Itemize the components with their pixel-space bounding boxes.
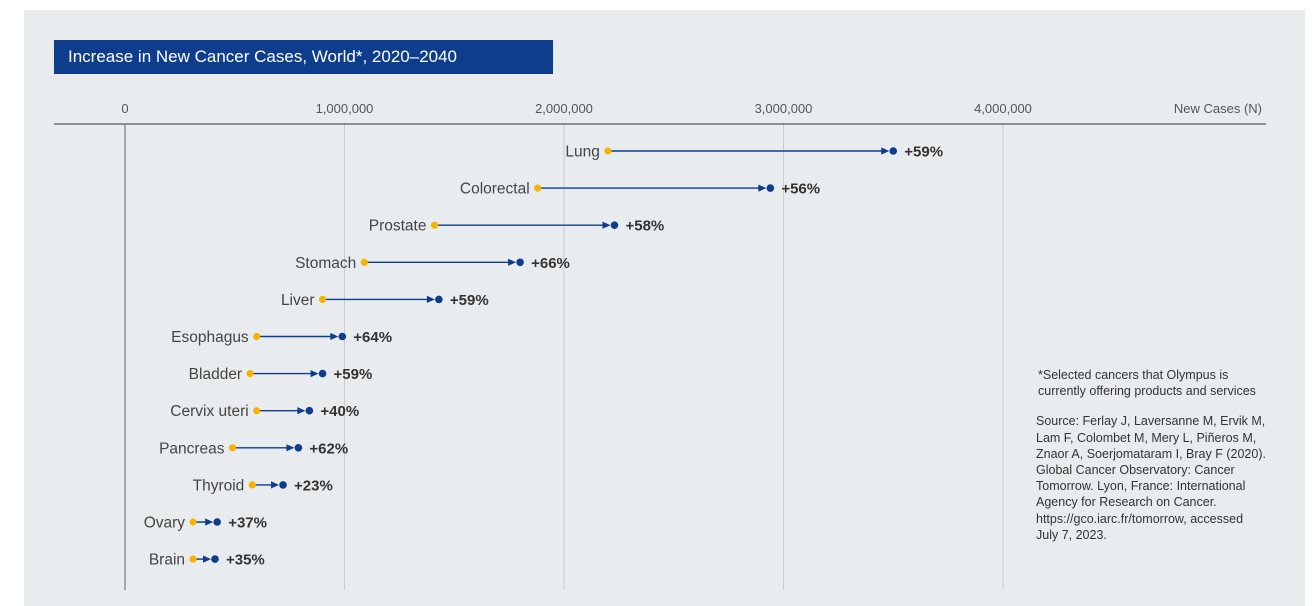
x-tick-label: 4,000,000	[974, 101, 1032, 116]
row-esophagus: Esophagus +64%	[171, 329, 392, 346]
row-cervix-uteri: Cervix uteri +40%	[170, 403, 359, 420]
start-point	[318, 295, 327, 303]
end-point	[610, 221, 619, 229]
data-rows: Lung +59% Colorectal +56% Prostate +58% Stomac…	[144, 144, 943, 569]
source-citation: Source: Ferlay J, Laversanne M, Ervik M,…	[1036, 414, 1266, 542]
end-point	[279, 481, 287, 489]
row-colorectal: Colorectal +56%	[460, 181, 820, 198]
end-point	[211, 555, 219, 563]
row-pancreas: Pancreas +62%	[159, 440, 348, 457]
start-point	[228, 444, 237, 452]
percent-label: +56%	[781, 181, 820, 198]
end-point	[338, 332, 347, 341]
end-point	[213, 518, 221, 526]
end-point	[305, 406, 314, 415]
end-point	[294, 444, 303, 452]
row-thyroid: Thyroid +23%	[193, 477, 333, 494]
arrow-head	[602, 221, 611, 229]
x-tick-label: 3,000,000	[755, 101, 813, 116]
arrow-head	[271, 481, 280, 489]
percent-label: +23%	[294, 477, 333, 494]
percent-label: +59%	[450, 292, 489, 309]
notes-block: *Selected cancers that Olympus is curren…	[1036, 367, 1268, 543]
end-point	[435, 295, 443, 304]
category-label: Thyroid	[193, 477, 245, 494]
chart-title: Increase in New Cancer Cases, World*, 20…	[54, 40, 553, 74]
start-point	[189, 555, 197, 563]
category-label: Esophagus	[171, 329, 249, 346]
arrow-head	[310, 370, 319, 378]
row-brain: Brain +35%	[149, 552, 265, 569]
arrow-head	[297, 407, 306, 415]
category-label: Bladder	[189, 366, 242, 383]
category-label: Stomach	[295, 255, 356, 272]
percent-label: +59%	[334, 366, 373, 383]
row-stomach: Stomach +66%	[295, 255, 570, 272]
start-point	[430, 221, 439, 229]
start-point	[534, 184, 542, 192]
x-axis-ticks: 0 1,000,000 2,000,000 3,000,000 4,000,000	[121, 101, 1032, 116]
arrow-head	[205, 518, 214, 526]
percent-label: +35%	[226, 552, 265, 569]
arrow-head	[881, 147, 890, 155]
percent-label: +64%	[353, 329, 392, 346]
start-point	[246, 370, 254, 378]
arrow-head	[202, 555, 211, 563]
arrow-head	[286, 444, 295, 452]
footnote: *Selected cancers that Olympus is curren…	[1038, 368, 1256, 399]
category-label: Pancreas	[159, 440, 225, 457]
arrow-head	[508, 258, 517, 266]
chart-panel	[24, 10, 1305, 606]
arrow-head	[330, 332, 339, 341]
percent-label: +59%	[904, 144, 943, 161]
percent-label: +62%	[309, 440, 348, 457]
row-liver: Liver +59%	[281, 292, 489, 309]
row-prostate: Prostate +58%	[369, 218, 665, 235]
start-point	[604, 147, 612, 155]
category-label: Prostate	[369, 218, 427, 235]
percent-label: +58%	[625, 218, 664, 235]
end-point	[516, 258, 524, 267]
percent-label: +66%	[531, 255, 570, 272]
start-point	[360, 258, 368, 266]
arrow-head	[426, 295, 435, 303]
category-label: Liver	[281, 292, 315, 309]
x-tick-label: 2,000,000	[535, 101, 593, 116]
start-point	[248, 481, 256, 489]
end-point	[318, 369, 327, 378]
grid-layer	[344, 124, 1004, 590]
category-label: Lung	[565, 144, 599, 161]
row-ovary: Ovary +37%	[144, 515, 267, 532]
category-label: Colorectal	[460, 181, 530, 198]
end-point	[889, 147, 898, 155]
start-point	[253, 332, 261, 341]
category-label: Brain	[149, 552, 185, 569]
end-point	[766, 184, 775, 192]
x-axis-label: New Cases (N)	[1174, 101, 1262, 116]
row-lung: Lung +59%	[565, 144, 943, 161]
row-bladder: Bladder +59%	[189, 366, 373, 383]
x-tick-label: 1,000,000	[316, 101, 374, 116]
category-label: Ovary	[144, 515, 186, 532]
percent-label: +40%	[320, 403, 359, 420]
arrow-head	[758, 184, 767, 192]
start-point	[189, 518, 197, 526]
percent-label: +37%	[228, 515, 267, 532]
x-tick-label: 0	[121, 101, 128, 116]
category-label: Cervix uteri	[170, 403, 248, 420]
start-point	[253, 407, 261, 415]
